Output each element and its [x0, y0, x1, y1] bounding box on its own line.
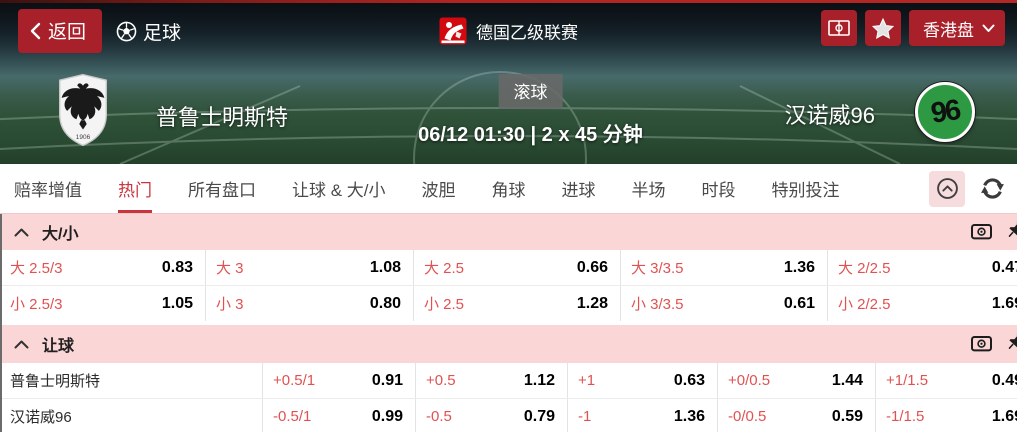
sport-label: 足球 — [143, 22, 182, 44]
tab-all-markets[interactable]: 所有盘口 — [188, 181, 256, 200]
chevron-up-icon — [14, 340, 29, 348]
odds-cell[interactable]: 小 2.5/3 1.05 — [10, 294, 193, 314]
refresh-icon — [980, 178, 1004, 199]
star-icon — [872, 17, 894, 39]
handicap-away-row: 汉诺威96 -0.5/1 0.99 -0.5 0.79 -1 1.36 -0/0.5 0… — [0, 398, 1017, 432]
odds-cell[interactable]: +0/0.5 1.44 — [717, 363, 875, 398]
odds-cell[interactable]: -0/0.5 0.59 — [717, 399, 875, 432]
section-over-under: 大/小 — [0, 214, 1017, 321]
league-header: 德国乙级联赛 — [439, 17, 578, 45]
pin-icon[interactable] — [1005, 332, 1017, 352]
match-header: 返回 足球 — [0, 0, 1017, 164]
collapse-all-button[interactable] — [929, 170, 965, 207]
sport-selector[interactable]: 足球 — [116, 18, 181, 45]
team-name-cell: 汉诺威96 — [10, 409, 72, 426]
section-handicap: 让球 — [0, 325, 1017, 432]
chevron-left-icon — [30, 22, 41, 39]
tab-intervals[interactable]: 时段 — [701, 181, 736, 200]
tab-corners[interactable]: 角球 — [491, 181, 526, 200]
section-over-under-header[interactable]: 大/小 — [0, 214, 1017, 250]
back-label: 返回 — [48, 22, 87, 43]
kickoff-time: 06/12 01:30 | 2 x 45 分钟 — [418, 124, 643, 146]
pin-icon[interactable] — [1005, 220, 1017, 240]
chevron-down-icon — [982, 24, 995, 32]
svg-text:1906: 1906 — [76, 134, 91, 141]
odds-cell[interactable]: -0.5/1 0.99 — [262, 399, 415, 432]
tab-specials[interactable]: 特别投注 — [771, 181, 840, 200]
handicap-home-row: 普鲁士明斯特 +0.5/1 0.91 +0.5 1.12 +1 0.63 +0/0.5… — [0, 363, 1017, 398]
markets-area: 大/小 — [0, 214, 1017, 432]
odds-cell[interactable]: 小 3/3.5 0.61 — [620, 286, 827, 321]
refresh-button[interactable] — [977, 174, 1007, 204]
market-type-label: 香港盘 — [923, 20, 974, 40]
live-badge: 滚球 — [498, 74, 563, 109]
tab-correct-score[interactable]: 波胆 — [421, 181, 456, 200]
match-center-info: 滚球 06/12 01:30 | 2 x 45 分钟 — [418, 74, 643, 147]
tab-half[interactable]: 半场 — [631, 181, 666, 200]
home-team-crest: 1906 — [59, 73, 107, 147]
away-crest-number: 96 — [928, 93, 962, 130]
tab-handicap-overunder[interactable]: 让球 & 大/小 — [292, 181, 386, 200]
section-title: 大/小 — [42, 226, 79, 243]
tab-odds-boost[interactable]: 赔率增值 — [14, 181, 82, 200]
soccer-ball-icon — [116, 21, 137, 41]
odds-cell[interactable]: -1/1.51.69 — [875, 399, 1017, 432]
odds-cell[interactable]: -0.5 0.79 — [415, 399, 567, 432]
odds-cell[interactable]: -1 1.36 — [567, 399, 717, 432]
pitch-icon — [828, 20, 850, 36]
odds-cell[interactable]: 大 2/2.50.47 — [827, 250, 1017, 285]
section-header-icons — [971, 220, 1017, 245]
odds-cell[interactable]: 小 2/2.51.69 — [827, 286, 1017, 321]
section-header-icons — [971, 332, 1017, 357]
back-button[interactable]: 返回 — [18, 9, 103, 53]
market-type-dropdown[interactable]: 香港盘 — [909, 10, 1005, 46]
cashout-icon[interactable] — [971, 224, 992, 240]
odds-cell[interactable]: 大 2.5 0.66 — [413, 250, 620, 285]
away-team-crest: 96 — [915, 82, 975, 142]
section-handicap-header[interactable]: 让球 — [0, 325, 1017, 363]
odds-cell[interactable]: +0.5 1.12 — [415, 363, 567, 398]
match-info-row: 1906 普鲁士明斯特 滚球 06/12 01:30 | 2 x 45 分钟 汉… — [0, 62, 1017, 164]
collapse-circle-icon — [936, 178, 958, 199]
odds-cell[interactable]: +1/1.50.49 — [875, 363, 1017, 398]
tab-goals[interactable]: 进球 — [561, 181, 596, 200]
league-logo-icon — [439, 17, 466, 45]
section-gap — [0, 321, 1017, 325]
market-tabbar: 赔率增值 热门 所有盘口 让球 & 大/小 波胆 角球 进球 半场 时段 特别投… — [0, 164, 1017, 214]
home-team-name: 普鲁士明斯特 — [156, 105, 289, 130]
over-row: 大 2.5/3 0.83 大 3 1.08 大 2.5 0.66 大 3/3.5 1.3… — [0, 250, 1017, 285]
odds-cell[interactable]: 大 2.5/3 0.83 — [10, 258, 193, 278]
odds-cell[interactable]: 小 3 0.80 — [205, 286, 413, 321]
section-title: 让球 — [42, 338, 75, 355]
stadium-pitch-decoration — [0, 71, 1017, 164]
top-navigation-bar: 返回 足球 — [0, 9, 1017, 53]
league-name: 德国乙级联赛 — [476, 23, 578, 43]
odds-cell[interactable]: 大 3 1.08 — [205, 250, 413, 285]
cashout-icon[interactable] — [971, 336, 992, 352]
chevron-up-icon — [14, 228, 29, 236]
topbar-actions: 香港盘 — [821, 10, 1005, 46]
away-team-name: 汉诺威96 — [784, 103, 875, 128]
odds-cell[interactable]: 大 3/3.5 1.36 — [620, 250, 827, 285]
team-name-cell: 普鲁士明斯特 — [10, 373, 101, 390]
top-accent-line — [0, 0, 1017, 3]
left-edge-line — [0, 214, 2, 432]
favorite-button[interactable] — [865, 10, 901, 46]
odds-cell[interactable]: +1 0.63 — [567, 363, 717, 398]
tabbar-actions — [929, 164, 1007, 213]
odds-cell[interactable]: +0.5/1 0.91 — [262, 363, 415, 398]
tab-hot[interactable]: 热门 — [118, 164, 152, 213]
under-row: 小 2.5/3 1.05 小 3 0.80 小 2.5 1.28 小 3/3.5 0.6… — [0, 285, 1017, 321]
pitch-view-button[interactable] — [821, 10, 857, 46]
odds-cell[interactable]: 小 2.5 1.28 — [413, 286, 620, 321]
